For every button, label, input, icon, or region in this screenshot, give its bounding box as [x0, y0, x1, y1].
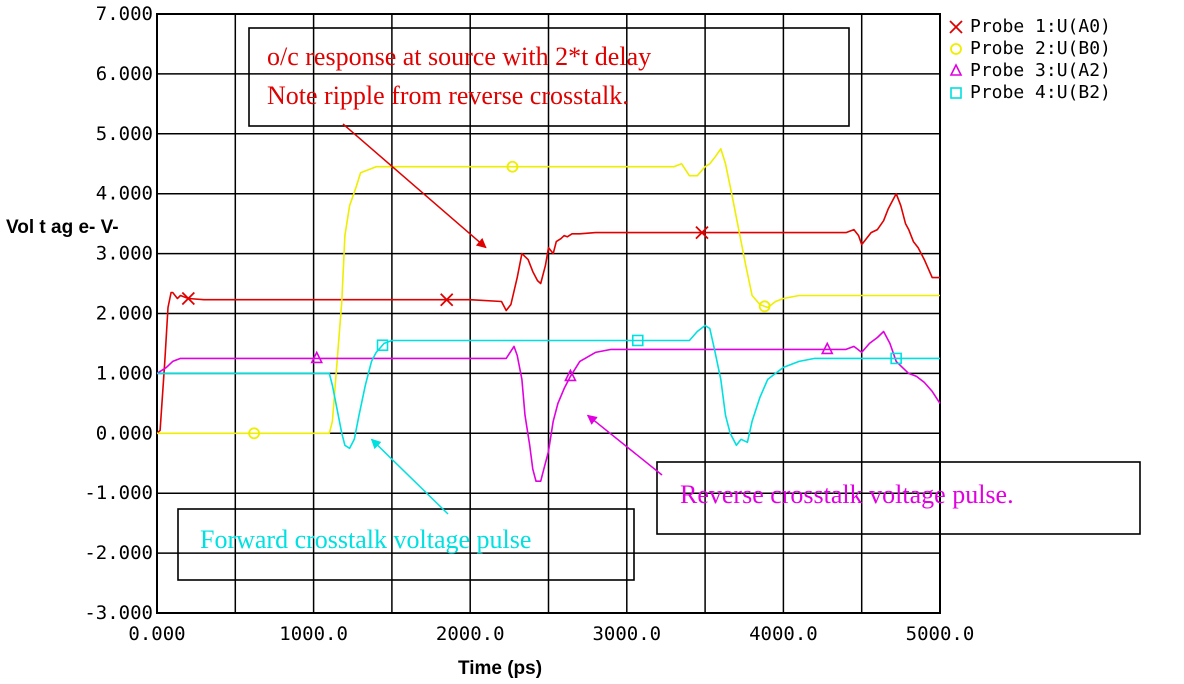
series-marker-probe-2 [248, 427, 260, 440]
y-axis-label: Vol t ag e- V- [6, 217, 119, 238]
series-marker-probe-4 [890, 352, 902, 365]
legend: Probe 1:U(A0)Probe 2:U(B0)Probe 3:U(A2)P… [949, 16, 1111, 103]
marker-layer [181, 160, 902, 440]
series-marker-probe-2 [758, 300, 771, 313]
series-marker-probe-3 [310, 350, 324, 364]
legend-label-probe-1: Probe 1:U(A0) [970, 16, 1111, 37]
x-tick-label: 3000.0 [592, 623, 661, 645]
x-tick-label: 1000.0 [279, 623, 348, 645]
y-tick-label: 2.000 [96, 303, 153, 325]
y-tick-label: 4.000 [96, 183, 153, 205]
x-tick-label: 5000.0 [906, 623, 975, 645]
legend-marker-probe-4 [950, 87, 962, 99]
series-marker-probe-4 [376, 339, 389, 352]
series-marker-probe-1 [181, 291, 195, 306]
annotation-1: o/c response at source with 2*t delay Not… [248, 27, 850, 249]
series-marker-probe-3 [564, 368, 577, 382]
annotation-arrow [586, 414, 663, 476]
y-tick-label: 3.000 [96, 243, 153, 265]
annotation-arrow [342, 123, 487, 249]
annotation-text: Note ripple from reverse crosstalk. [267, 81, 629, 110]
y-tick-label: 5.000 [96, 123, 153, 145]
legend-marker-probe-2 [950, 43, 962, 55]
series-marker-probe-1 [440, 293, 454, 307]
y-tick-label: 7.000 [96, 3, 153, 25]
plot-grid [156, 13, 941, 614]
annotation-box [248, 27, 850, 127]
y-tick-label: 6.000 [96, 63, 153, 85]
plot-frame [156, 13, 941, 614]
annotation-text: o/c response at source with 2*t delay [267, 42, 651, 71]
series-line-probe-3 [156, 330, 941, 483]
annotation-text: Reverse crosstalk voltage pulse. [680, 480, 1014, 509]
x-axis-label: Time (ps) [458, 658, 542, 679]
series-line-probe-4 [157, 324, 940, 450]
legend-label-probe-4: Probe 4:U(B2) [970, 82, 1111, 103]
tick-labels: 0.000 1000.0 2000.0 3000.0 4000.0 5000.0 -3.00… [84, 3, 974, 645]
y-tick-label: 0.000 [96, 422, 153, 444]
annotation-3: Forward crosstalk voltage pulse [177, 438, 635, 581]
annotation-box [177, 508, 635, 581]
annotation-arrow [370, 438, 449, 515]
legend-label-probe-2: Probe 2:U(B0) [970, 38, 1111, 59]
series-marker-probe-3 [820, 341, 834, 355]
legend-marker-probe-1 [949, 20, 963, 34]
series-marker-probe-4 [631, 334, 644, 347]
y-tick-label: -2.000 [84, 542, 153, 564]
annotation-box [656, 461, 1141, 535]
annotation-text: Forward crosstalk voltage pulse [200, 525, 531, 554]
y-tick-label: -3.000 [84, 602, 153, 624]
series-line-probe-1 [156, 192, 940, 434]
annotation-layer: o/c response at source with 2*t delay Not… [177, 27, 1141, 581]
series-marker-probe-1 [695, 225, 709, 240]
annotation-2: Reverse crosstalk voltage pulse. [586, 414, 1141, 535]
legend-label-probe-3: Probe 3:U(A2) [970, 60, 1111, 81]
legend-marker-probe-3 [949, 63, 963, 76]
y-tick-label: -1.000 [84, 482, 153, 504]
x-tick-label: 2000.0 [436, 623, 505, 645]
y-tick-label: 1.000 [96, 362, 153, 384]
x-tick-label: 0.000 [128, 623, 185, 645]
series-marker-probe-2 [506, 160, 519, 173]
x-tick-label: 4000.0 [749, 623, 818, 645]
